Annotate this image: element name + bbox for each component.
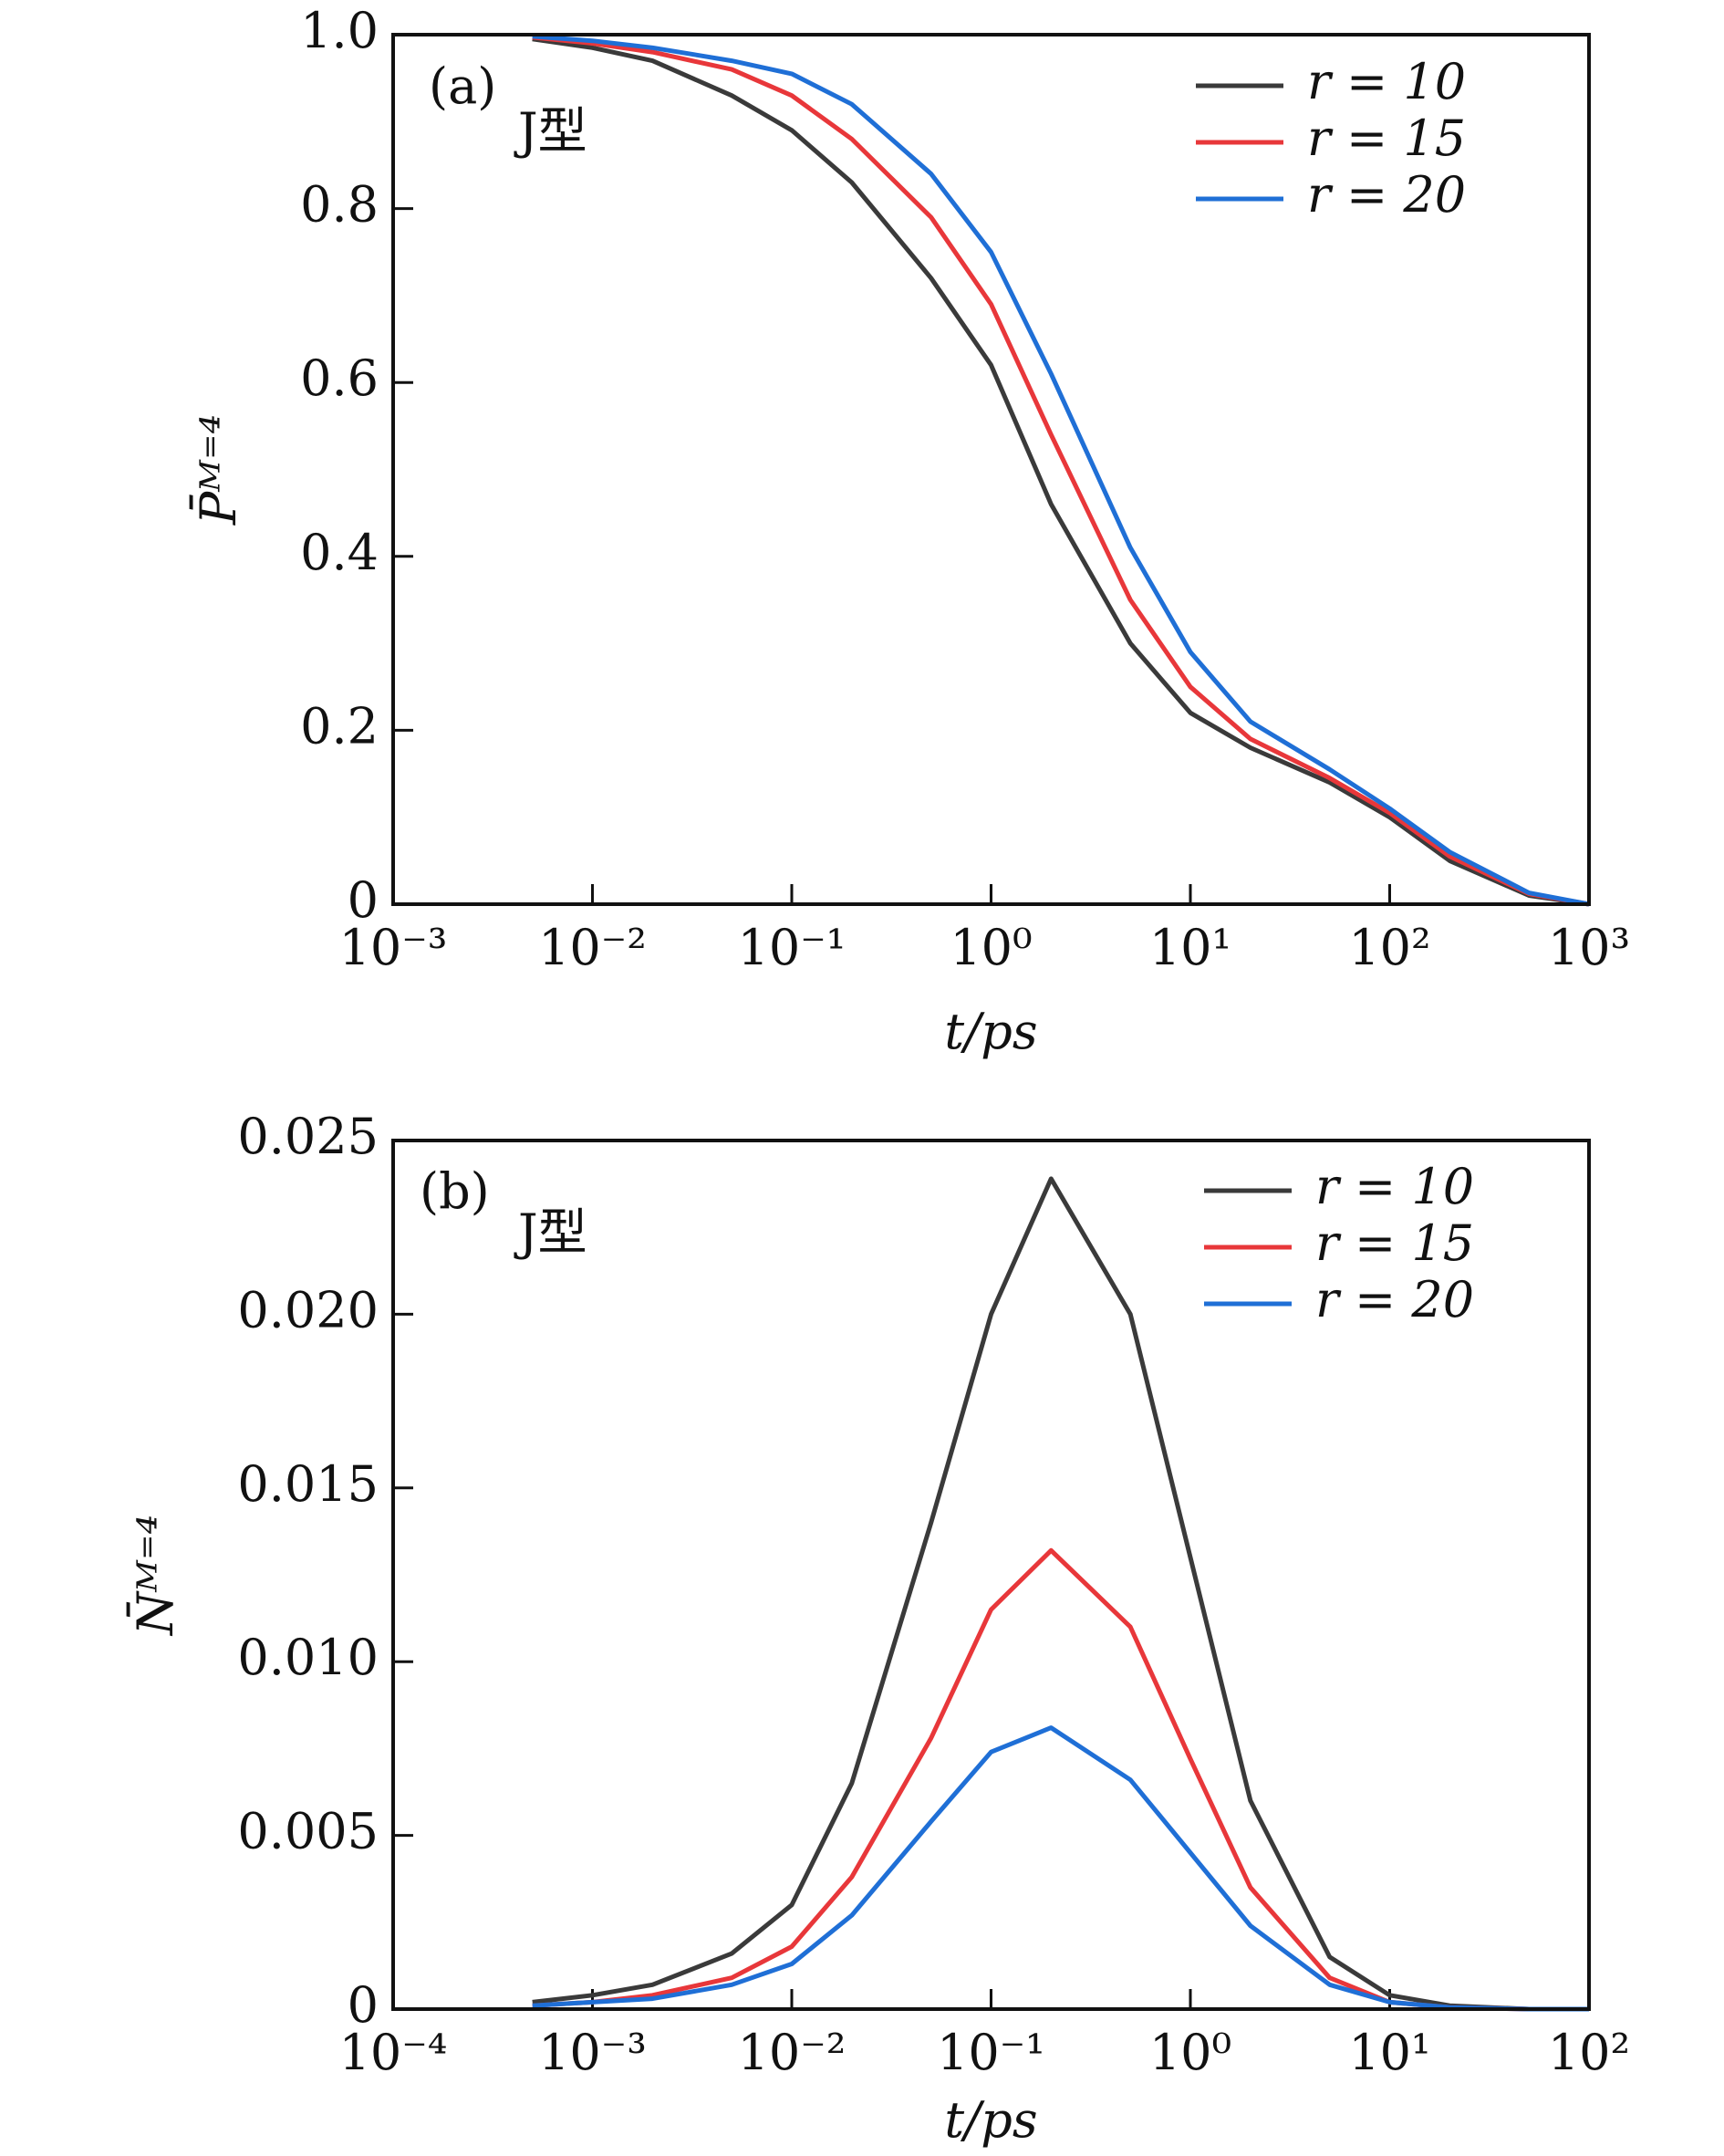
data-line (532, 34, 1590, 907)
annotation: J型 (514, 102, 587, 160)
data-line (532, 1547, 1589, 2012)
plot-frame (391, 1139, 1591, 2011)
y-axis-label: N̄ᴹ⁼⁴ (126, 1515, 184, 1637)
legend-label: r = 15 (1307, 109, 1466, 167)
legend-label: r = 15 (1315, 1214, 1474, 1272)
data-line (532, 1176, 1589, 2012)
annotation: J型 (514, 1203, 587, 1261)
x-tick-label: 10² (1348, 919, 1430, 976)
y-tick-label: 1.0 (300, 2, 379, 59)
x-tick-label: 10⁻³ (538, 2024, 647, 2081)
data-line (532, 1725, 1589, 2012)
y-tick-label: 0.015 (237, 1455, 379, 1513)
y-tick-label: 0.020 (237, 1281, 379, 1338)
legend-label: r = 10 (1315, 1158, 1474, 1215)
y-tick-label: 0.8 (300, 176, 379, 234)
y-tick-label: 0.010 (237, 1629, 379, 1686)
y-tick-label: 0.2 (300, 697, 379, 755)
x-tick-label: 10⁰ (950, 919, 1032, 976)
x-tick-label: 10⁻¹ (738, 919, 846, 976)
x-tick-label: 10² (1548, 2024, 1630, 2081)
annotation: (a) (429, 57, 496, 115)
x-tick-label: 10⁻⁴ (339, 2024, 448, 2081)
y-tick-label: 0 (348, 871, 379, 929)
y-tick-label: 0.005 (237, 1803, 379, 1860)
annotation: (b) (420, 1162, 490, 1220)
legend-label: r = 20 (1307, 166, 1466, 224)
x-tick-label: 10¹ (1348, 2024, 1430, 2081)
x-tick-label: 10¹ (1149, 919, 1231, 976)
x-tick-label: 10⁻³ (339, 919, 448, 976)
x-axis-label: t/ps (944, 1003, 1037, 1060)
data-line (532, 35, 1590, 907)
x-axis-label: t/ps (944, 2091, 1037, 2149)
plot-frame (391, 33, 1591, 906)
legend-label: r = 10 (1307, 53, 1466, 110)
x-tick-label: 10⁻² (538, 919, 647, 976)
data-line (532, 36, 1590, 907)
x-tick-label: 10⁰ (1149, 2024, 1231, 2081)
x-tick-label: 10³ (1548, 919, 1630, 976)
legend-label: r = 20 (1315, 1271, 1474, 1328)
y-tick-label: 0 (348, 1976, 379, 2034)
y-tick-label: 0.4 (300, 524, 379, 581)
y-tick-label: 0.6 (300, 349, 379, 407)
y-tick-label: 0.025 (237, 1108, 379, 1165)
x-tick-label: 10⁻¹ (937, 2024, 1045, 2081)
y-axis-label: P̄ᴹ⁼⁴ (189, 414, 247, 526)
x-tick-label: 10⁻² (738, 2024, 846, 2081)
